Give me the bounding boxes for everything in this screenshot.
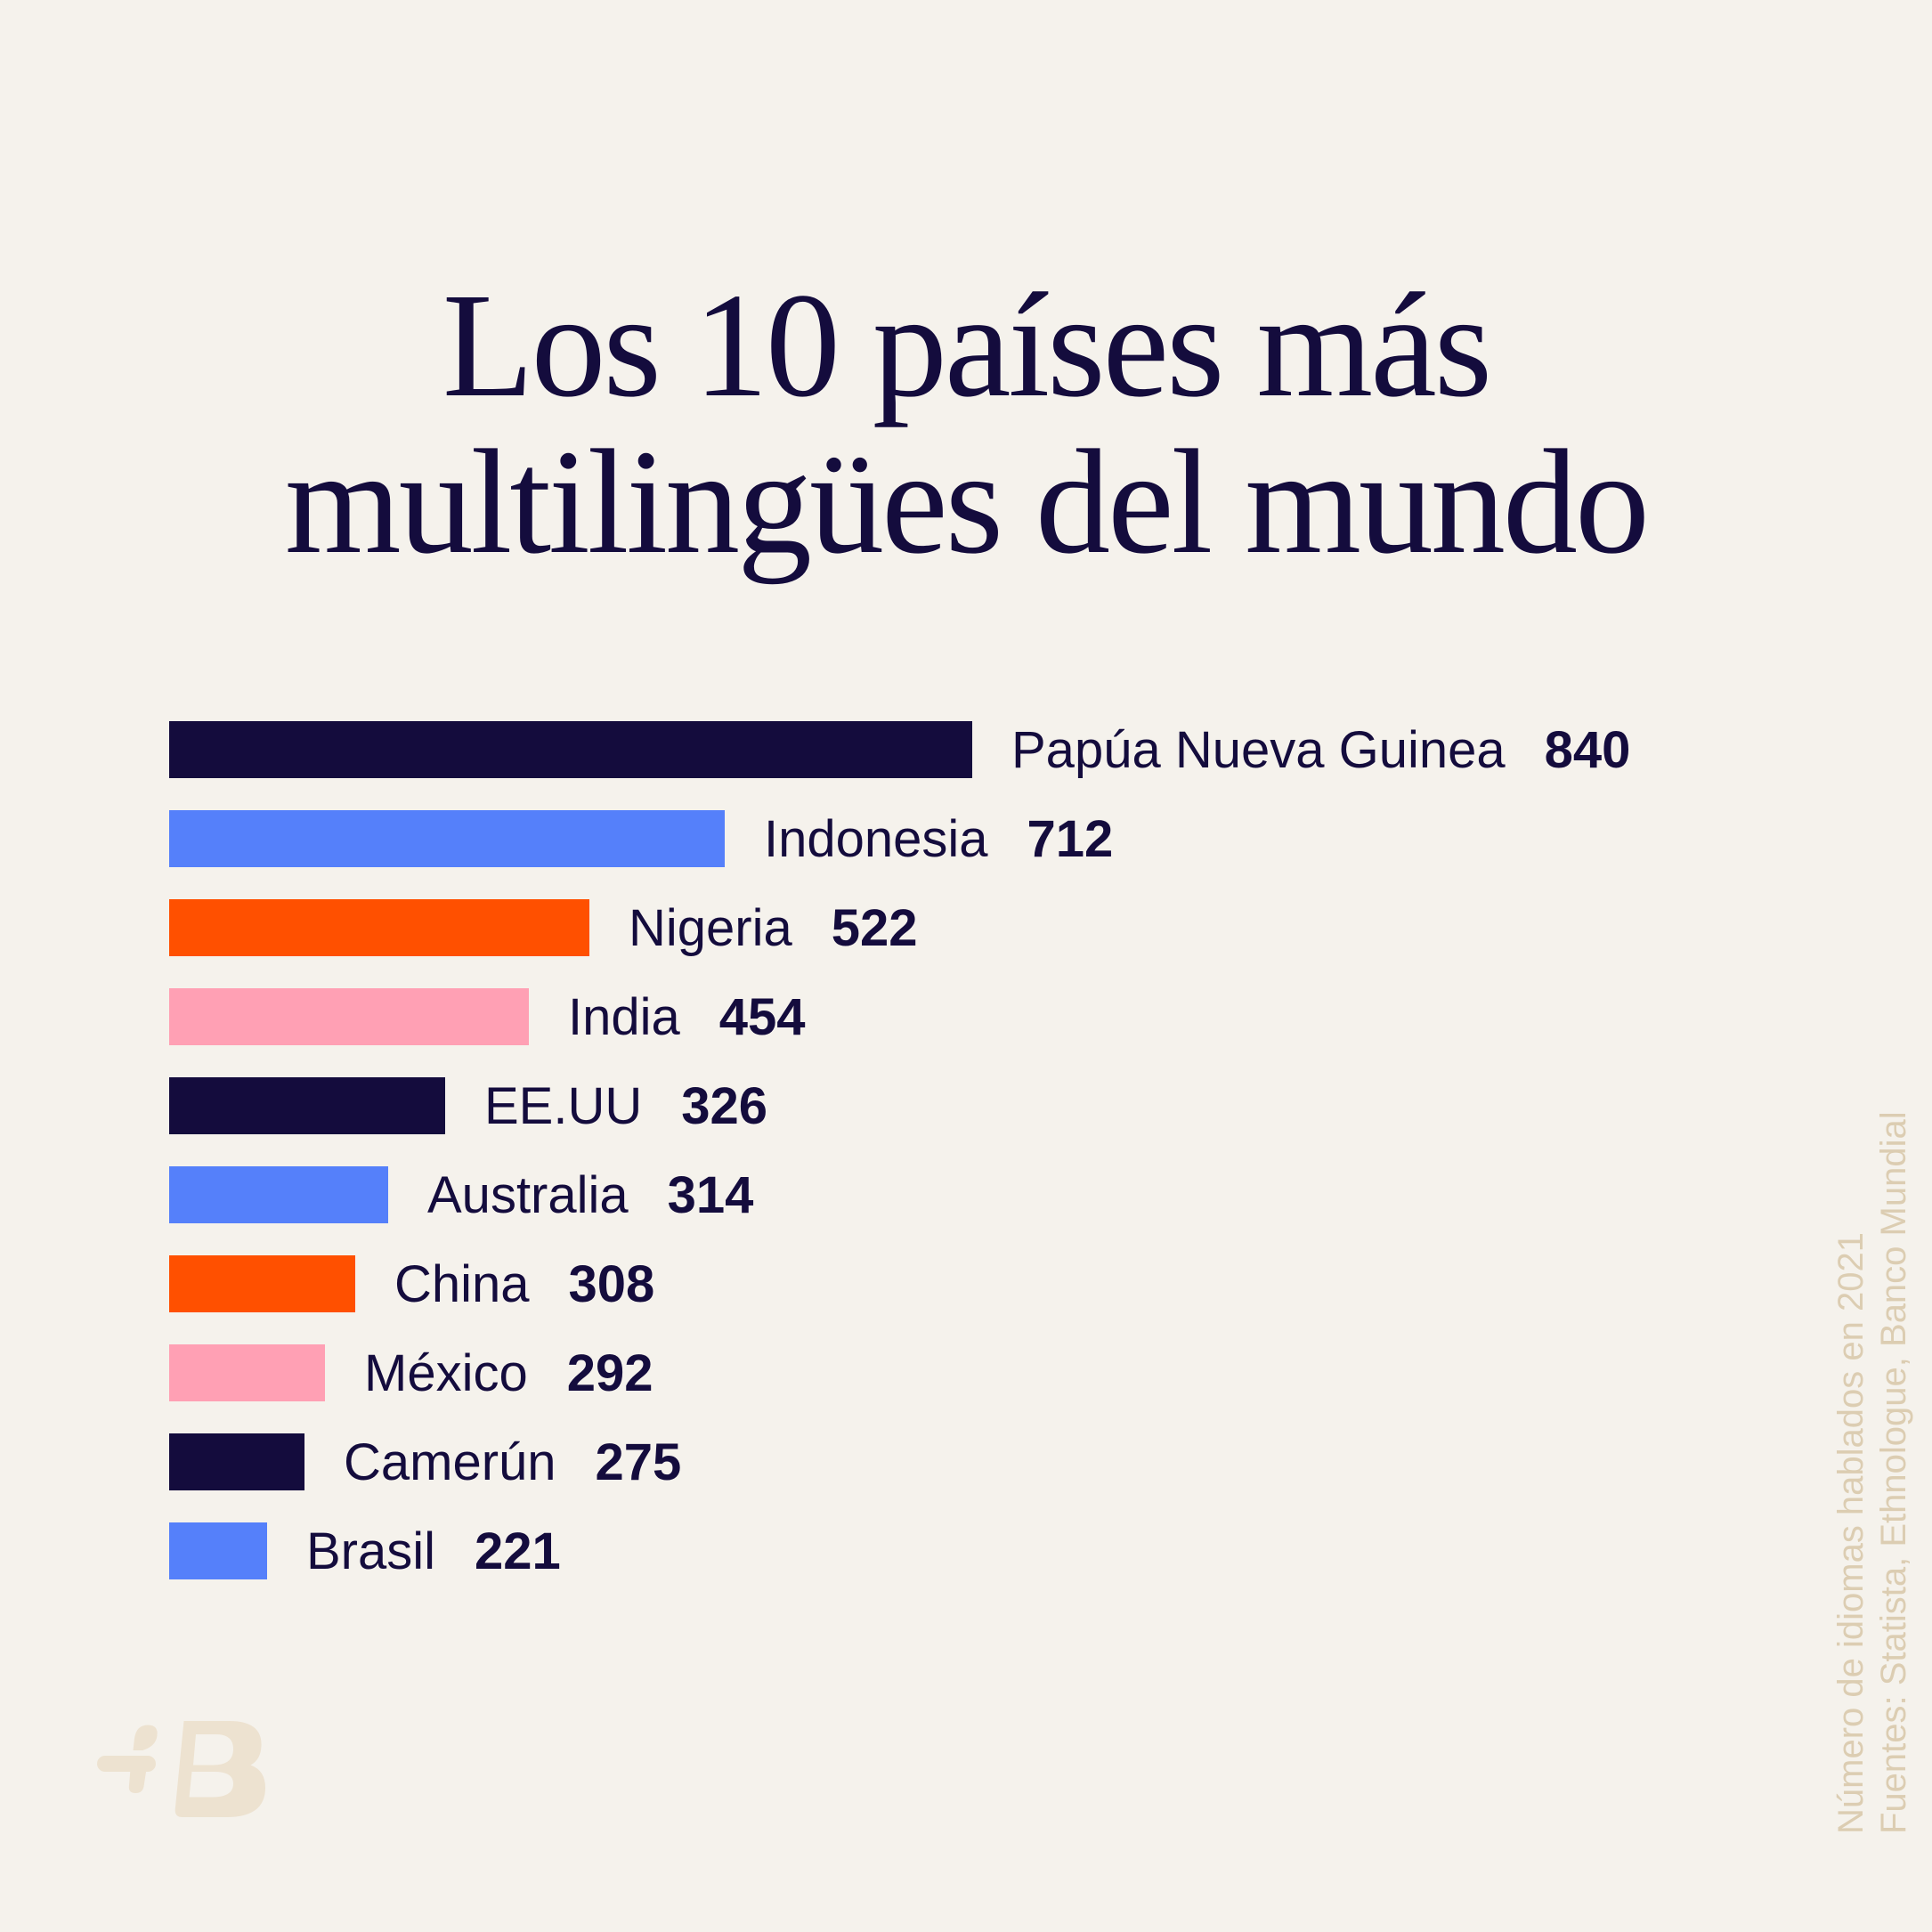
bar-value: 326 xyxy=(681,1076,768,1135)
bar xyxy=(169,1077,445,1134)
bar-label: India xyxy=(568,987,680,1046)
bar xyxy=(169,1433,304,1490)
bar-value: 275 xyxy=(595,1433,682,1491)
bar-value: 308 xyxy=(568,1254,655,1313)
bar-row: Australia 314 xyxy=(169,1165,754,1224)
bar xyxy=(169,1522,267,1579)
bar-row: Papúa Nueva Guinea 840 xyxy=(169,720,1631,779)
bar-value: 454 xyxy=(718,987,806,1046)
bar-value: 840 xyxy=(1544,720,1631,779)
title-line-1: Los 10 países más xyxy=(442,263,1492,428)
title-line-2: multilingües del mundo xyxy=(285,419,1650,585)
bar-value: 712 xyxy=(1027,809,1114,868)
bar-label: China xyxy=(394,1254,530,1313)
bar-row: Camerún 275 xyxy=(169,1433,682,1491)
bar xyxy=(169,988,529,1045)
plus-b-logo-icon xyxy=(97,1721,265,1817)
bar-label: Papúa Nueva Guinea xyxy=(1011,720,1506,779)
subtitle-text: Número de idiomas hablados en 2021 xyxy=(1831,1232,1871,1834)
bar-label: México xyxy=(364,1343,528,1402)
chart-title: Los 10 países más multilingües del mundo xyxy=(0,267,1932,580)
bar-label: Camerún xyxy=(344,1433,556,1491)
bar xyxy=(169,721,972,778)
bar-row: India 454 xyxy=(169,987,806,1046)
bar xyxy=(169,1344,325,1401)
bar-row: Brasil 221 xyxy=(169,1522,561,1580)
bar-value: 522 xyxy=(831,898,918,957)
bar-label: Brasil xyxy=(306,1522,436,1580)
bar-value: 314 xyxy=(667,1165,754,1224)
bar-value: 221 xyxy=(475,1522,561,1580)
bar-row: Nigeria 522 xyxy=(169,898,918,957)
bar xyxy=(169,899,589,956)
bar-row: China 308 xyxy=(169,1254,655,1313)
sources-text: Fuentes: Statista, Ethnologue, Banco Mun… xyxy=(1874,1111,1913,1834)
bar-label: Nigeria xyxy=(629,898,792,957)
bar-label: Indonesia xyxy=(764,809,988,868)
bar xyxy=(169,810,725,867)
bar-label: EE.UU xyxy=(484,1076,643,1135)
bar-label: Australia xyxy=(427,1165,629,1224)
source-note: Número de idiomas hablados en 2021 Fuent… xyxy=(1830,1111,1915,1834)
bar-row: México 292 xyxy=(169,1343,653,1402)
bar-value: 292 xyxy=(566,1343,653,1402)
bar xyxy=(169,1255,355,1312)
bar xyxy=(169,1166,388,1223)
bar-row: EE.UU 326 xyxy=(169,1076,768,1135)
bar-row: Indonesia 712 xyxy=(169,809,1114,868)
